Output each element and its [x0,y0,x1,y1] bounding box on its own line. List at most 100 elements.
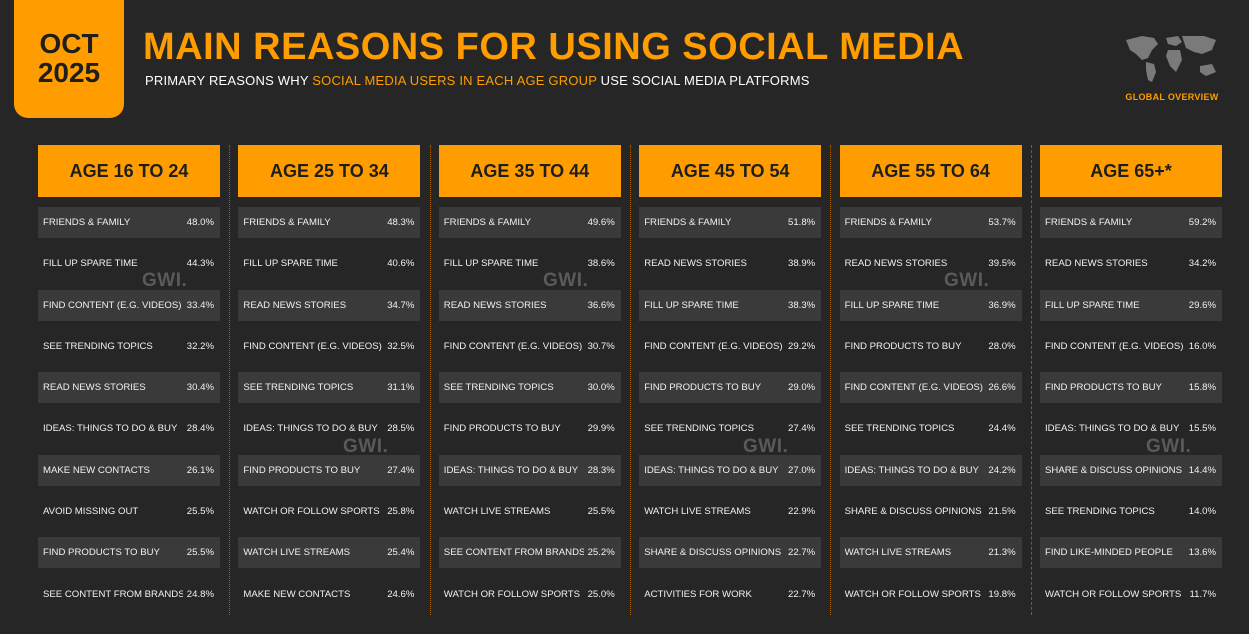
table-row: MAKE NEW CONTACTS 26.1% [38,454,220,486]
column-divider [1030,145,1032,615]
reason-value: 39.5% [988,258,1016,270]
column-rows: FRIENDS & FAMILY 53.7% READ NEWS STORIES 39… [839,207,1022,610]
table-row: SEE TRENDING TOPICS 24.4% [840,413,1022,444]
age-column: AGE 45 TO 54 FRIENDS & FAMILY 51.8% READ NE… [639,145,822,620]
reason-label: FILL UP SPARE TIME [43,258,138,270]
reason-value: 22.7% [787,547,816,559]
gwi-watermark: GWI. [142,270,188,291]
table-row: FRIENDS & FAMILY 48.3% [238,207,421,238]
reason-value: 28.4% [186,423,214,435]
reason-value: 29.9% [587,423,615,435]
table-row: IDEAS: THINGS TO DO & BUY 28.3% [438,454,621,486]
reason-label: WATCH LIVE STREAMS [644,506,751,518]
reason-value: 30.7% [587,340,615,352]
reason-value: 38.6% [587,258,615,270]
table-row: SEE CONTENT FROM BRANDS 24.8% [38,579,220,610]
reason-value: 32.2% [186,340,214,352]
reason-value: 19.8% [988,588,1016,600]
age-column: AGE 35 TO 44 FRIENDS & FAMILY 49.6% FILL UP… [438,145,621,620]
table-row: IDEAS: THINGS TO DO & BUY 28.4% [38,413,220,444]
column-rows: FRIENDS & FAMILY 59.2% READ NEWS STORIES 34… [1040,207,1222,610]
table-row: SEE TRENDING TOPICS 32.2% [38,331,220,362]
table-row: FRIENDS & FAMILY 49.6% [438,207,621,238]
table-row: FILL UP SPARE TIME 29.6% [1040,289,1222,321]
reason-label: FILL UP SPARE TIME [1045,299,1140,311]
reason-label: WATCH OR FOLLOW SPORTS [844,588,981,600]
table-row: WATCH LIVE STREAMS 25.5% [439,496,621,527]
reason-value: 31.1% [387,382,415,394]
reason-label: AVOID MISSING OUT [43,506,139,518]
reason-value: 26.1% [186,464,214,476]
reason-value: 25.4% [387,547,415,559]
column-divider [229,145,231,615]
reason-label: FILL UP SPARE TIME [243,258,338,270]
table-row: IDEAS: THINGS TO DO & BUY 28.5% [238,413,420,444]
column-heading: AGE 35 TO 44 [438,145,621,197]
reason-label: FIND CONTENT (E.G. VIDEOS) [43,299,182,311]
reason-value: 25.5% [587,506,615,518]
date-month: OCT [39,28,99,59]
reason-label: FIND PRODUCTS TO BUY [844,340,962,352]
column-rows: FRIENDS & FAMILY 49.6% FILL UP SPARE TIME 3… [438,207,621,610]
reason-label: FIND PRODUCTS TO BUY [1045,382,1162,394]
age-column: AGE 65+* FRIENDS & FAMILY 59.2% READ NEWS S… [1040,145,1222,620]
table-row: SEE TRENDING TOPICS 30.0% [438,372,621,404]
reason-label: IDEAS: THINGS TO DO & BUY [443,464,579,476]
reason-label: WATCH LIVE STREAMS [844,547,952,559]
reason-value: 53.7% [988,217,1016,228]
reason-value: 59.2% [1188,217,1216,228]
table-row: WATCH LIVE STREAMS 21.3% [839,537,1022,569]
reason-value: 22.7% [787,588,816,600]
table-row: SEE TRENDING TOPICS 27.4% [639,413,821,444]
age-column: AGE 25 TO 34 FRIENDS & FAMILY 48.3% FILL UP… [238,145,421,620]
column-rows: FRIENDS & FAMILY 48.0% FILL UP SPARE TIME 4… [38,207,220,610]
reason-value: 48.3% [387,217,415,228]
reason-value: 27.0% [787,464,816,476]
reason-value: 21.5% [988,506,1016,518]
table-row: FIND CONTENT (E.G. VIDEOS) 32.5% [238,331,420,362]
reason-value: 30.4% [186,382,214,394]
reason-value: 34.2% [1188,258,1216,270]
table-row: FIND PRODUCTS TO BUY 27.4% [238,454,421,486]
reason-value: 25.8% [387,506,415,518]
gwi-watermark: GWI. [1146,436,1192,457]
reason-label: FIND CONTENT (E.G. VIDEOS) [644,340,783,352]
gwi-watermark: GWI. [343,436,389,457]
reason-label: FRIENDS & FAMILY [443,217,532,228]
reason-label: FRIENDS & FAMILY [644,217,732,228]
table-row: READ NEWS STORIES 34.2% [1040,248,1222,279]
table-row: FIND PRODUCTS TO BUY 25.5% [38,537,220,569]
reason-value: 28.5% [387,423,415,435]
table-row: FIND CONTENT (E.G. VIDEOS) 33.4% [38,289,220,321]
table-row: READ NEWS STORIES 36.6% [438,289,621,321]
reason-value: 24.4% [988,423,1016,435]
column-divider [429,145,431,615]
table-row: SHARE & DISCUSS OPINIONS 14.4% [1040,454,1222,486]
reason-label: FIND CONTENT (E.G. VIDEOS) [443,340,583,352]
reason-value: 16.0% [1188,340,1216,352]
table-row: ACTIVITIES FOR WORK 22.7% [639,579,821,610]
reason-label: FIND CONTENT (E.G. VIDEOS) [844,382,984,394]
table-row: IDEAS: THINGS TO DO & BUY 15.5% [1040,413,1222,444]
reason-label: SEE TRENDING TOPICS [443,382,554,394]
table-row: FIND CONTENT (E.G. VIDEOS) 26.6% [839,372,1022,404]
table-row: SHARE & DISCUSS OPINIONS 21.5% [840,496,1022,527]
table-row: WATCH OR FOLLOW SPORTS 11.7% [1040,579,1222,610]
reason-label: READ NEWS STORIES [1045,258,1148,270]
table-row: FRIENDS & FAMILY 51.8% [639,207,822,238]
table-row: SEE TRENDING TOPICS 31.1% [238,372,421,404]
reason-value: 21.3% [988,547,1016,559]
reason-label: SEE CONTENT FROM BRANDS [43,588,183,600]
reason-value: 48.0% [186,217,214,228]
reason-value: 36.6% [587,299,615,311]
reason-label: FIND LIKE-MINDED PEOPLE [1045,547,1173,559]
table-row: WATCH OR FOLLOW SPORTS 19.8% [840,579,1022,610]
reason-label: FIND PRODUCTS TO BUY [443,423,561,435]
world-map-icon [1126,36,1216,82]
column-heading: AGE 16 TO 24 [38,145,220,197]
table-row: SEE CONTENT FROM BRANDS 25.2% [438,537,621,569]
column-rows: FRIENDS & FAMILY 51.8% READ NEWS STORIES 38… [639,207,822,610]
reason-label: FILL UP SPARE TIME [644,299,739,311]
subtitle-highlight: SOCIAL MEDIA USERS IN EACH AGE GROUP [312,73,597,88]
reason-label: IDEAS: THINGS TO DO & BUY [1045,423,1180,435]
